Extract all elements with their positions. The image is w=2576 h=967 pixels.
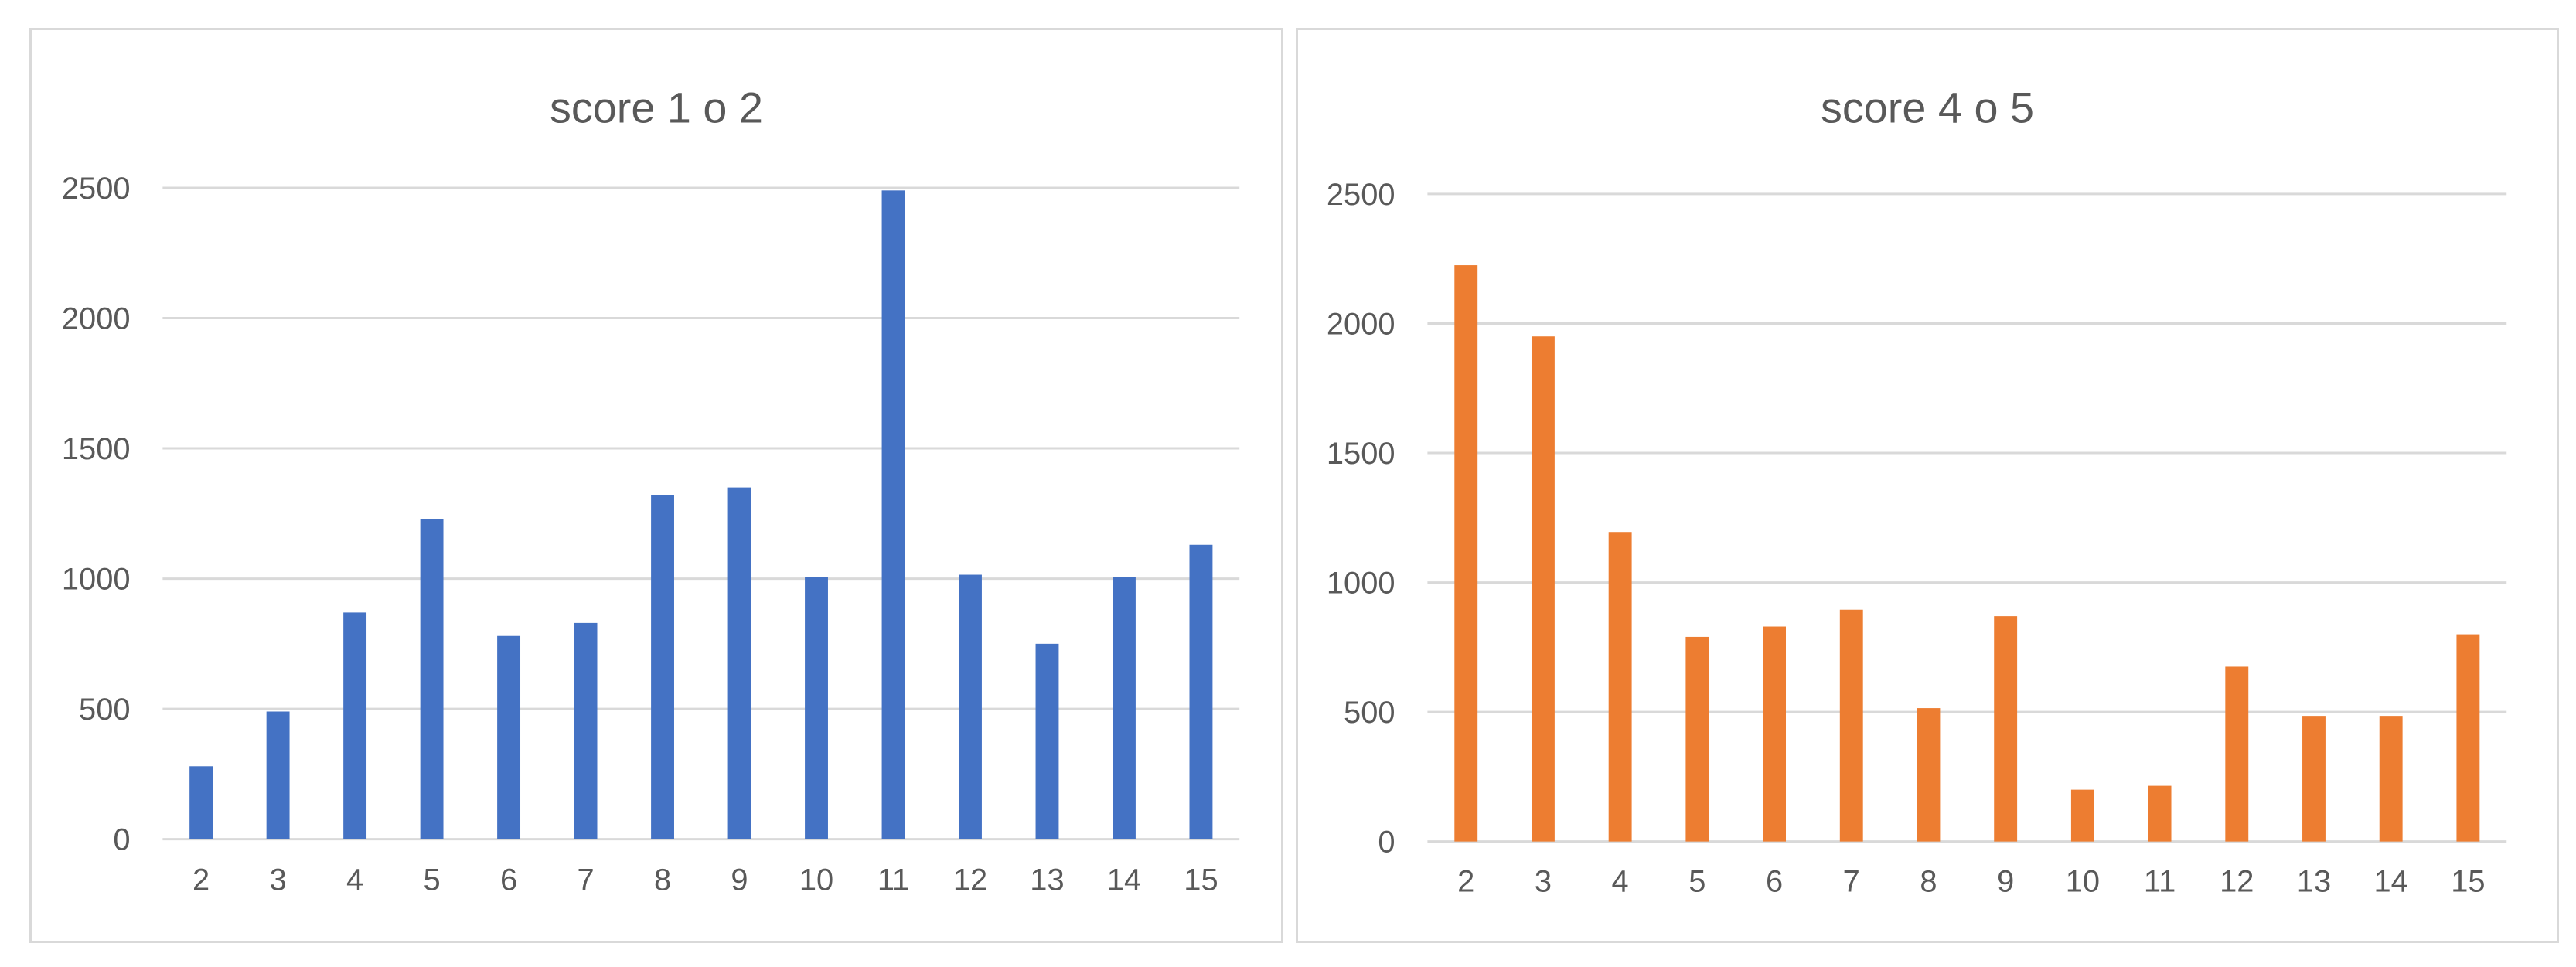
bar bbox=[2456, 634, 2480, 842]
bar bbox=[1189, 544, 1213, 839]
bar bbox=[1839, 609, 1863, 842]
bar bbox=[497, 635, 521, 839]
bar bbox=[651, 495, 674, 839]
x-tick-label: 3 bbox=[270, 863, 287, 897]
bar bbox=[343, 612, 367, 839]
x-tick-label: 12 bbox=[953, 863, 987, 897]
bar bbox=[805, 577, 828, 839]
y-tick-label: 1000 bbox=[1327, 567, 1395, 601]
bar-chart-score-1-o-2: score 1 o 2 0 500 1000 1500 2000 2500 2 3 4 5 6 7 8 9… bbox=[62, 83, 1240, 897]
bar-chart-score-4-o-5: score 4 o 5 0 500 1000 1500 2000 2500 2 3 4 5 6 7 8 9… bbox=[1327, 83, 2507, 898]
x-tick-label: 5 bbox=[1688, 864, 1705, 898]
x-tick-label: 2 bbox=[1457, 864, 1474, 898]
bar bbox=[1454, 265, 1478, 842]
bar bbox=[2225, 666, 2249, 842]
bar bbox=[189, 766, 213, 839]
x-tick-label: 2 bbox=[193, 863, 210, 897]
bar bbox=[1113, 577, 1136, 839]
x-tick-label: 15 bbox=[1184, 863, 1218, 897]
bar bbox=[1917, 708, 1941, 842]
bar bbox=[1994, 616, 2018, 842]
y-tick-label: 1500 bbox=[62, 432, 131, 466]
x-tick-label: 11 bbox=[877, 863, 909, 897]
x-tick-label: 13 bbox=[2297, 864, 2331, 898]
x-tick-label: 3 bbox=[1535, 864, 1552, 898]
x-tick-label: 13 bbox=[1030, 863, 1064, 897]
y-tick-label: 500 bbox=[1344, 696, 1395, 730]
y-tick-label: 2000 bbox=[1327, 307, 1395, 341]
y-tick-label: 2000 bbox=[62, 301, 131, 335]
x-tick-label: 15 bbox=[2451, 864, 2485, 898]
x-tick-label: 7 bbox=[1843, 864, 1860, 898]
chart-title: score 4 o 5 bbox=[1821, 83, 2034, 131]
bar bbox=[881, 190, 905, 839]
x-tick-label: 8 bbox=[654, 863, 671, 897]
bar bbox=[2302, 716, 2326, 842]
y-tick-label: 0 bbox=[113, 823, 130, 857]
x-tick-label: 11 bbox=[2144, 864, 2176, 898]
y-tick-label: 1000 bbox=[62, 563, 131, 597]
chart-title: score 1 o 2 bbox=[550, 83, 763, 131]
bar bbox=[2148, 785, 2172, 842]
bar bbox=[1763, 626, 1786, 842]
x-tick-label: 6 bbox=[500, 863, 517, 897]
x-tick-label: 8 bbox=[1920, 864, 1937, 898]
x-tick-label: 4 bbox=[346, 863, 363, 897]
x-tick-label: 14 bbox=[2374, 864, 2408, 898]
x-tick-label: 9 bbox=[1997, 864, 2014, 898]
bar bbox=[1035, 643, 1059, 839]
y-tick-label: 2500 bbox=[1327, 178, 1395, 212]
x-tick-label: 10 bbox=[799, 863, 833, 897]
bar bbox=[959, 574, 982, 839]
bar bbox=[574, 622, 598, 839]
bar bbox=[2070, 789, 2094, 842]
y-tick-label: 0 bbox=[1378, 826, 1395, 860]
bar bbox=[1531, 336, 1555, 842]
bar bbox=[266, 711, 290, 839]
x-tick-label: 9 bbox=[731, 863, 748, 897]
chart-panel-score-1-o-2: score 1 o 2 0 500 1000 1500 2000 2500 2 3 4 5 6 7 8 9… bbox=[29, 28, 1283, 943]
x-tick-label: 6 bbox=[1766, 864, 1783, 898]
y-tick-label: 2500 bbox=[62, 172, 131, 206]
y-tick-label: 1500 bbox=[1327, 437, 1395, 471]
x-tick-label: 5 bbox=[423, 863, 440, 897]
x-tick-label: 7 bbox=[577, 863, 594, 897]
y-tick-label: 500 bbox=[79, 693, 130, 727]
x-tick-label: 4 bbox=[1612, 864, 1629, 898]
chart-panel-score-4-o-5: score 4 o 5 0 500 1000 1500 2000 2500 2 3 4 5 6 7 8 9… bbox=[1296, 28, 2559, 943]
bar bbox=[2379, 716, 2403, 842]
bar bbox=[1608, 532, 1632, 842]
x-tick-label: 12 bbox=[2220, 864, 2254, 898]
x-tick-label: 14 bbox=[1107, 863, 1141, 897]
x-tick-label: 10 bbox=[2066, 864, 2100, 898]
bar bbox=[420, 519, 444, 839]
bar bbox=[727, 487, 751, 839]
bar bbox=[1685, 636, 1709, 842]
